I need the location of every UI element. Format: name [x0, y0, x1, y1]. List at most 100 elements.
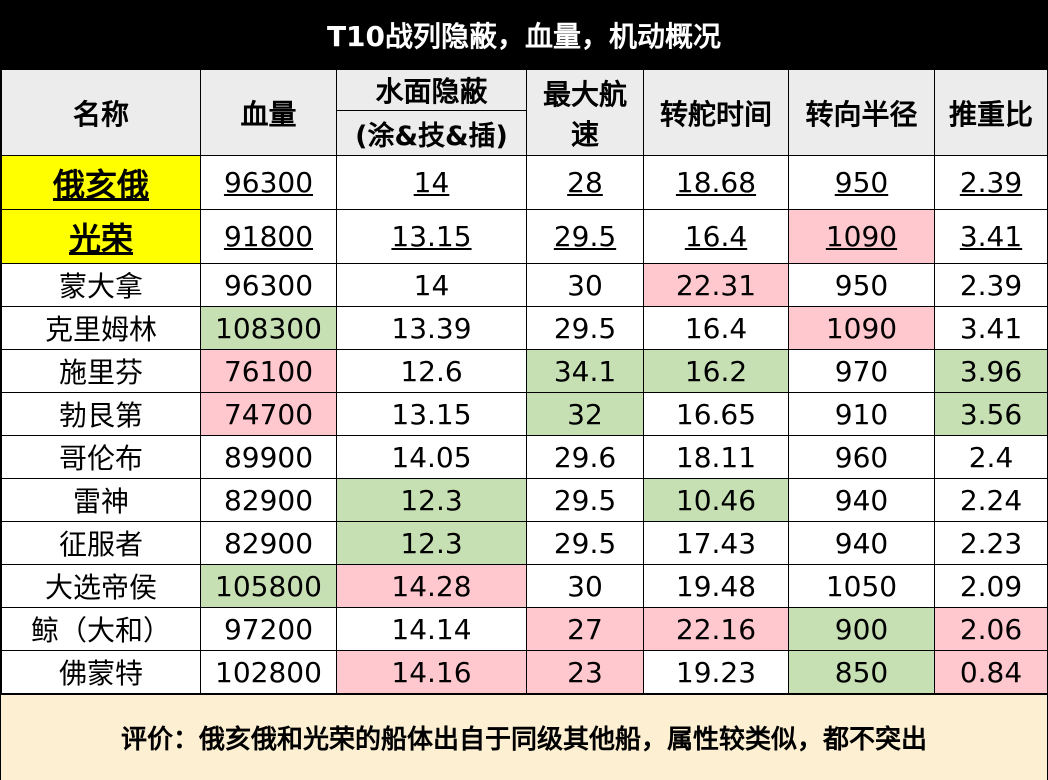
- speed-cell: 30: [526, 263, 644, 307]
- conceal-cell: 12.3: [336, 521, 527, 565]
- hp-cell: 97200: [200, 607, 337, 651]
- thrust-cell: 3.41: [934, 209, 1048, 264]
- turn-cell: 1090: [788, 209, 935, 264]
- header-hp: 血量: [200, 69, 337, 156]
- turn-cell: 850: [788, 650, 935, 694]
- comparison-table: 名称 血量 水面隐蔽 最大航 速 转舵时间 转向半径 推重比 (涂&技&插) 俄…: [1, 69, 1048, 694]
- ship-name-cell: 大选帝侯: [1, 564, 201, 608]
- rudder-cell: 18.11: [643, 435, 789, 479]
- turn-cell: 1090: [788, 306, 935, 350]
- hp-cell: 108300: [200, 306, 337, 350]
- ship-name-cell: 雷神: [1, 478, 201, 522]
- table-body: 俄亥俄 96300 14 28 18.68 950 2.39 光荣 91800 13.15 29.5…: [1, 155, 1048, 694]
- evaluation-note: 评价：俄亥俄和光荣的船体出自于同级其他船，属性较类似，都不突出: [1, 694, 1047, 780]
- speed-cell: 29.5: [526, 478, 644, 522]
- thrust-cell: 3.41: [934, 306, 1048, 350]
- header-name: 名称: [1, 69, 201, 156]
- rudder-cell: 16.4: [643, 306, 789, 350]
- turn-cell: 940: [788, 478, 935, 522]
- table-row: 勃艮第 74700 13.15 32 16.65 910 3.56: [1, 392, 1048, 436]
- header-max-speed-line1: 最大航: [542, 77, 627, 111]
- speed-cell: 29.5: [526, 209, 644, 264]
- table-row: 鲸（大和） 97200 14.14 27 22.16 900 2.06: [1, 607, 1048, 651]
- table-title: T10战列隐蔽，血量，机动概况: [1, 1, 1047, 69]
- turn-cell: 900: [788, 607, 935, 651]
- thrust-cell: 2.09: [934, 564, 1048, 608]
- hp-cell: 76100: [200, 349, 337, 393]
- rudder-cell: 16.4: [643, 209, 789, 264]
- rudder-cell: 16.65: [643, 392, 789, 436]
- rudder-cell: 22.31: [643, 263, 789, 307]
- thrust-cell: 2.06: [934, 607, 1048, 651]
- header-turn-radius: 转向半径: [788, 69, 935, 156]
- header-concealment-sub: (涂&技&插): [336, 110, 527, 156]
- thrust-cell: 2.23: [934, 521, 1048, 565]
- thrust-cell: 2.39: [934, 263, 1048, 307]
- hp-cell: 96300: [200, 155, 337, 210]
- conceal-cell: 14.05: [336, 435, 527, 479]
- rudder-cell: 18.68: [643, 155, 789, 210]
- table-row: 大选帝侯 105800 14.28 30 19.48 1050 2.09: [1, 564, 1048, 608]
- table-row: 征服者 82900 12.3 29.5 17.43 940 2.23: [1, 521, 1048, 565]
- speed-cell: 29.5: [526, 306, 644, 350]
- rudder-cell: 17.43: [643, 521, 789, 565]
- table-row: 蒙大拿 96300 14 30 22.31 950 2.39: [1, 263, 1048, 307]
- header-rudder-time: 转舵时间: [643, 69, 789, 156]
- rudder-cell: 16.2: [643, 349, 789, 393]
- speed-cell: 34.1: [526, 349, 644, 393]
- hp-cell: 91800: [200, 209, 337, 264]
- speed-cell: 28: [526, 155, 644, 210]
- speed-cell: 29.6: [526, 435, 644, 479]
- speed-cell: 30: [526, 564, 644, 608]
- ship-name-cell: 哥伦布: [1, 435, 201, 479]
- conceal-cell: 12.6: [336, 349, 527, 393]
- conceal-cell: 14.28: [336, 564, 527, 608]
- thrust-cell: 0.84: [934, 650, 1048, 694]
- conceal-cell: 14: [336, 155, 527, 210]
- table-row: 光荣 91800 13.15 29.5 16.4 1090 3.41: [1, 209, 1048, 264]
- header-thrust-ratio: 推重比: [934, 69, 1048, 156]
- speed-cell: 32: [526, 392, 644, 436]
- speed-cell: 29.5: [526, 521, 644, 565]
- thrust-cell: 2.4: [934, 435, 1048, 479]
- conceal-cell: 14.16: [336, 650, 527, 694]
- turn-cell: 970: [788, 349, 935, 393]
- ship-name-cell: 克里姆林: [1, 306, 201, 350]
- header-max-speed: 最大航 速: [526, 69, 644, 156]
- table-row: 哥伦布 89900 14.05 29.6 18.11 960 2.4: [1, 435, 1048, 479]
- ship-name-cell: 勃艮第: [1, 392, 201, 436]
- table-row: 俄亥俄 96300 14 28 18.68 950 2.39: [1, 155, 1048, 210]
- conceal-cell: 12.3: [336, 478, 527, 522]
- conceal-cell: 13.15: [336, 392, 527, 436]
- conceal-cell: 13.39: [336, 306, 527, 350]
- thrust-cell: 2.39: [934, 155, 1048, 210]
- speed-cell: 23: [526, 650, 644, 694]
- rudder-cell: 19.48: [643, 564, 789, 608]
- ship-name-cell: 光荣: [1, 209, 201, 264]
- hp-cell: 102800: [200, 650, 337, 694]
- hp-cell: 82900: [200, 521, 337, 565]
- thrust-cell: 3.56: [934, 392, 1048, 436]
- ship-name-cell: 佛蒙特: [1, 650, 201, 694]
- ship-name-cell: 蒙大拿: [1, 263, 201, 307]
- table-row: 施里芬 76100 12.6 34.1 16.2 970 3.96: [1, 349, 1048, 393]
- turn-cell: 950: [788, 155, 935, 210]
- table-row: 克里姆林 108300 13.39 29.5 16.4 1090 3.41: [1, 306, 1048, 350]
- hp-cell: 96300: [200, 263, 337, 307]
- turn-cell: 960: [788, 435, 935, 479]
- ship-name-cell: 施里芬: [1, 349, 201, 393]
- turn-cell: 1050: [788, 564, 935, 608]
- rudder-cell: 10.46: [643, 478, 789, 522]
- ship-name-cell: 俄亥俄: [1, 155, 201, 210]
- conceal-cell: 14.14: [336, 607, 527, 651]
- hp-cell: 105800: [200, 564, 337, 608]
- header-max-speed-line2: 速: [570, 117, 599, 151]
- rudder-cell: 22.16: [643, 607, 789, 651]
- hp-cell: 89900: [200, 435, 337, 479]
- ship-name-cell: 征服者: [1, 521, 201, 565]
- turn-cell: 910: [788, 392, 935, 436]
- thrust-cell: 2.24: [934, 478, 1048, 522]
- hp-cell: 74700: [200, 392, 337, 436]
- turn-cell: 950: [788, 263, 935, 307]
